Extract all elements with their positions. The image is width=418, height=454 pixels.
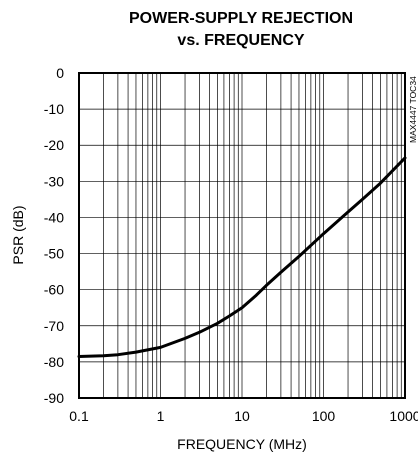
series-layer [77, 156, 407, 358]
y-tick-label: -60 [44, 282, 64, 298]
y-tick-label: -50 [44, 246, 64, 262]
y-tick-label: -70 [44, 318, 64, 334]
y-tick-label: 0 [56, 65, 64, 81]
y-tick-label: -90 [44, 390, 64, 406]
figure-code: MAX4447 TOC34 [408, 76, 418, 143]
x-tick-label: 0.1 [69, 408, 89, 424]
y-tick-labels: 0 -10 -20 -30 -40 -50 -60 -70 -80 -90 [44, 65, 64, 406]
chart-title-line2: vs. FREQUENCY [177, 32, 304, 49]
psr-curve [77, 156, 407, 358]
y-tick-label: -40 [44, 209, 64, 225]
x-tick-label: 100 [312, 408, 336, 424]
y-tick-label: -20 [44, 137, 64, 153]
y-axis-label: PSR (dB) [10, 205, 26, 264]
x-axis-label: FREQUENCY (MHz) [177, 436, 307, 452]
grid-lines [79, 73, 405, 398]
y-tick-label: -30 [44, 173, 64, 189]
chart-title-line1: POWER-SUPPLY REJECTION [129, 10, 353, 27]
x-tick-label: 1 [157, 408, 165, 424]
x-tick-labels: 0.1 1 10 100 1000 [69, 408, 418, 424]
y-tick-label: -10 [44, 101, 64, 117]
x-tick-label: 1000 [389, 408, 418, 424]
x-tick-label: 10 [234, 408, 250, 424]
y-tick-label: -80 [44, 354, 64, 370]
plot-frame [78, 72, 406, 399]
